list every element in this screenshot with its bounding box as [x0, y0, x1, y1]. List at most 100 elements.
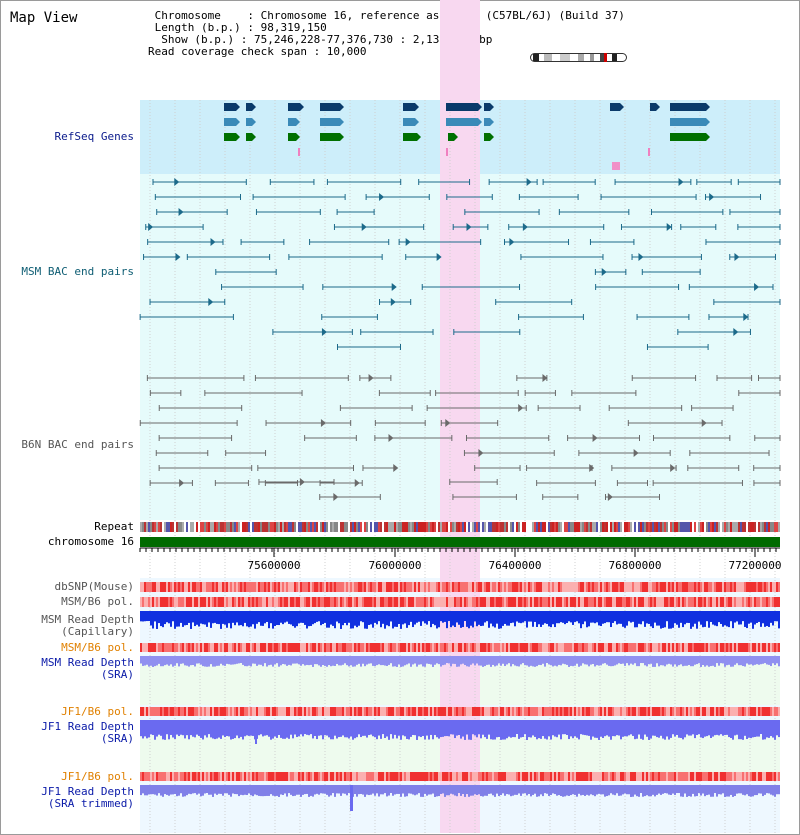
- depth-bar: [344, 611, 346, 624]
- pol-stripe: [294, 707, 296, 716]
- pol-stripe: [220, 772, 222, 781]
- pol-stripe: [392, 772, 394, 781]
- msm-bac-track[interactable]: [139, 178, 781, 350]
- pol-stripe: [732, 597, 734, 607]
- bac-marker: [175, 253, 181, 261]
- pol-stripe: [656, 707, 658, 716]
- pol-stripe: [438, 772, 440, 781]
- repeat-stripe: [498, 522, 500, 532]
- depth-bar: [586, 720, 588, 736]
- pol-stripe: [552, 597, 554, 607]
- refseq-genes-track[interactable]: [224, 103, 710, 170]
- pol-stripe: [518, 643, 520, 652]
- depth-bar: [728, 720, 730, 738]
- pol-stripe: [316, 582, 318, 592]
- pol-stripe: [776, 597, 778, 607]
- b6n-bac-track[interactable]: [139, 374, 781, 501]
- pol-stripe: [710, 643, 712, 652]
- depth-bar: [240, 611, 242, 626]
- pol-stripe: [690, 707, 692, 716]
- depth-bar: [404, 785, 406, 797]
- pol-stripe: [594, 707, 596, 716]
- depth-bar: [512, 720, 514, 738]
- pol-stripe: [488, 597, 490, 607]
- gene-block: [224, 118, 236, 126]
- pol-stripe: [590, 707, 592, 716]
- pol-stripe: [222, 643, 224, 652]
- depth-bar: [464, 611, 466, 622]
- pol-stripe: [346, 582, 348, 592]
- pol-stripe: [342, 772, 344, 781]
- pol-stripe: [762, 643, 764, 652]
- depth-bar: [414, 785, 416, 796]
- pol-stripe: [264, 597, 266, 607]
- repeat-stripe: [634, 522, 636, 532]
- pol-stripe: [618, 707, 620, 716]
- pol-stripe: [558, 582, 560, 592]
- repeat-stripe: [676, 522, 678, 532]
- bac-marker: [589, 464, 595, 472]
- pol-stripe: [482, 772, 484, 781]
- depth-bar: [168, 656, 170, 666]
- pol-stripe: [640, 643, 642, 652]
- depth-bar: [540, 656, 542, 666]
- pol-stripe: [456, 772, 458, 781]
- pol-stripe: [246, 597, 248, 607]
- pol-stripe: [450, 772, 452, 781]
- pol-stripe: [290, 772, 292, 781]
- repeat-stripe: [578, 522, 580, 532]
- pol-stripe: [154, 582, 156, 592]
- pol-stripe: [234, 597, 236, 607]
- pol-stripe: [764, 597, 766, 607]
- pol-stripe: [714, 772, 716, 781]
- depth-bar: [164, 720, 166, 740]
- depth-bar: [406, 720, 408, 739]
- pol-stripe: [636, 582, 638, 592]
- repeat-stripe: [692, 522, 694, 532]
- pol-stripe: [484, 582, 486, 592]
- pol-stripe: [488, 582, 490, 592]
- pol-stripe: [638, 643, 640, 652]
- pol-stripe: [228, 582, 230, 592]
- depth-bar: [586, 656, 588, 665]
- pol-stripe: [282, 772, 284, 781]
- pol-stripe: [278, 772, 280, 781]
- pol-stripe: [204, 582, 206, 592]
- pol-stripe: [308, 772, 310, 781]
- pol-stripe: [146, 597, 148, 607]
- depth-bar: [502, 611, 504, 626]
- depth-bar: [288, 611, 290, 624]
- depth-bar: [296, 611, 298, 627]
- pol-stripe: [574, 582, 576, 592]
- pol-stripe: [544, 707, 546, 716]
- pol-stripe: [654, 643, 656, 652]
- repeat-stripe: [518, 522, 520, 532]
- depth-bar: [722, 720, 724, 736]
- pol-stripe: [676, 643, 678, 652]
- gene-block: [610, 103, 620, 111]
- pol-stripe: [274, 772, 276, 781]
- depth-bar: [404, 611, 406, 624]
- depth-bar: [558, 611, 560, 624]
- depth-bar: [486, 785, 488, 796]
- repeat-stripe: [176, 522, 178, 532]
- depth-bar: [270, 611, 272, 624]
- pol-stripe: [774, 707, 776, 716]
- depth-bar: [570, 720, 572, 737]
- pol-stripe: [758, 707, 760, 716]
- depth-bar: [370, 720, 372, 735]
- chromosome-ideogram[interactable]: [530, 53, 628, 62]
- pol-stripe: [382, 643, 384, 652]
- pol-stripe: [426, 582, 428, 592]
- pol-stripe: [388, 772, 390, 781]
- depth-bar: [278, 785, 280, 797]
- depth-bar: [416, 785, 418, 795]
- repeat-stripe: [536, 522, 538, 532]
- depth-bar: [758, 611, 760, 622]
- pol-stripe: [166, 582, 168, 592]
- pol-stripe: [192, 772, 194, 781]
- depth-bar: [264, 611, 266, 624]
- pol-stripe: [714, 707, 716, 716]
- depth-bar: [720, 656, 722, 664]
